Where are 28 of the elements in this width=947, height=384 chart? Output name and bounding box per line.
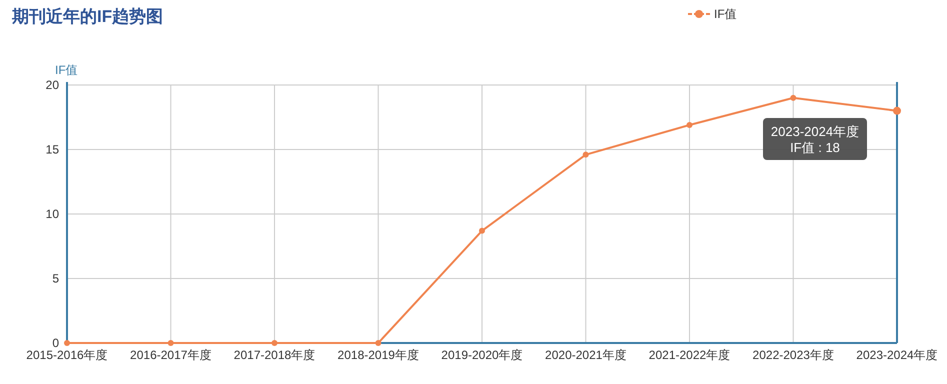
point	[893, 106, 901, 115]
point	[64, 340, 70, 346]
y-axis-title: IF值	[55, 63, 78, 77]
point	[375, 340, 382, 346]
y-tick-label: 5	[52, 272, 60, 286]
point	[790, 94, 796, 101]
legend-label: IF值	[714, 7, 737, 21]
tooltip: 2023-2024年度 IF值 : 18	[763, 118, 867, 160]
point	[686, 122, 692, 128]
point	[582, 152, 589, 158]
chart-title: 期刊近年的IF趋势图	[11, 7, 164, 26]
x-tick-label: 2019-2020年度	[441, 348, 523, 362]
annotation: 2023-2024年度 IF值 : 18	[770, 124, 860, 155]
x-tick-label: 2021-2022年度	[648, 348, 730, 362]
x-tick-label: 2017-2018年度	[234, 348, 316, 362]
x-tick-label: 2020-2021年度	[545, 348, 626, 362]
x-tick-label: 2022-2023年度	[752, 348, 834, 362]
y-tick-label: 15	[46, 142, 60, 156]
x-tick-label: 2016-2017年度	[130, 348, 212, 362]
x-tick-label: 2015-2016年度	[26, 348, 108, 362]
y-tick-label: 20	[46, 78, 60, 92]
y-tick-label: 0	[52, 336, 60, 350]
point	[272, 340, 278, 346]
x-tick-label: 2023-2024年度	[856, 348, 938, 362]
point	[479, 228, 485, 234]
point	[168, 340, 174, 346]
x-tick-label: 2018-2019年度	[338, 348, 419, 362]
y-tick-label: 10	[46, 207, 60, 221]
